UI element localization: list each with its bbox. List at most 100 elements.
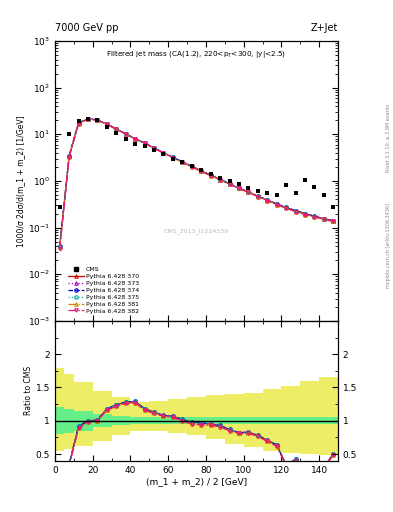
Legend: CMS, Pythia 6.428 370, Pythia 6.428 373, Pythia 6.428 374, Pythia 6.428 375, Pyt: CMS, Pythia 6.428 370, Pythia 6.428 373,…	[67, 265, 141, 315]
Line: Pythia 6.428 374: Pythia 6.428 374	[58, 117, 335, 248]
Pythia 6.428 370	[133, 136, 138, 142]
Pythia 6.428 370	[208, 172, 213, 178]
Pythia 6.428 382	[142, 140, 147, 146]
Pythia 6.428 382	[86, 116, 90, 122]
Pythia 6.428 375	[237, 185, 241, 191]
Pythia 6.428 382	[114, 126, 119, 132]
Pythia 6.428 381	[142, 140, 147, 146]
Pythia 6.428 373	[218, 177, 222, 183]
Pythia 6.428 381	[312, 214, 317, 220]
Line: Pythia 6.428 373: Pythia 6.428 373	[58, 117, 335, 248]
Pythia 6.428 373	[237, 185, 241, 191]
Pythia 6.428 373	[331, 218, 336, 224]
Pythia 6.428 381	[208, 173, 213, 179]
Pythia 6.428 382	[105, 121, 109, 127]
Pythia 6.428 374	[284, 204, 288, 210]
Pythia 6.428 373	[152, 145, 156, 151]
Pythia 6.428 381	[303, 211, 307, 218]
Pythia 6.428 382	[189, 164, 194, 170]
Pythia 6.428 382	[133, 136, 138, 142]
Pythia 6.428 375	[312, 213, 317, 219]
Pythia 6.428 382	[218, 177, 222, 183]
CMS	[265, 190, 270, 196]
Line: Pythia 6.428 382: Pythia 6.428 382	[58, 117, 335, 250]
Pythia 6.428 381	[95, 117, 100, 123]
Line: CMS: CMS	[57, 116, 336, 210]
Pythia 6.428 382	[227, 181, 232, 187]
Pythia 6.428 374	[189, 163, 194, 169]
Pythia 6.428 375	[105, 121, 109, 127]
Pythia 6.428 381	[180, 159, 185, 165]
Pythia 6.428 375	[321, 216, 326, 222]
Pythia 6.428 374	[303, 210, 307, 217]
Pythia 6.428 375	[255, 193, 260, 199]
Pythia 6.428 370	[321, 216, 326, 222]
CMS	[246, 185, 251, 191]
Pythia 6.428 374	[208, 172, 213, 178]
CMS	[237, 181, 241, 187]
Pythia 6.428 375	[152, 145, 156, 151]
Pythia 6.428 373	[161, 150, 166, 156]
Line: Pythia 6.428 370: Pythia 6.428 370	[58, 117, 335, 248]
CMS	[227, 178, 232, 184]
Pythia 6.428 375	[274, 201, 279, 207]
CMS	[312, 184, 317, 190]
Pythia 6.428 374	[123, 131, 128, 137]
CMS	[123, 136, 128, 142]
CMS	[284, 182, 288, 188]
Pythia 6.428 373	[284, 204, 288, 210]
Pythia 6.428 375	[171, 154, 175, 160]
Pythia 6.428 381	[105, 121, 109, 127]
Pythia 6.428 370	[303, 210, 307, 217]
Pythia 6.428 375	[180, 159, 185, 165]
Pythia 6.428 382	[95, 117, 100, 123]
Pythia 6.428 374	[265, 197, 270, 203]
Pythia 6.428 373	[86, 116, 90, 122]
Pythia 6.428 375	[331, 218, 336, 224]
Pythia 6.428 374	[274, 201, 279, 207]
Pythia 6.428 375	[133, 136, 138, 142]
Pythia 6.428 381	[152, 145, 156, 152]
CMS	[161, 152, 166, 158]
Pythia 6.428 374	[312, 213, 317, 219]
Pythia 6.428 373	[189, 163, 194, 169]
Pythia 6.428 382	[331, 219, 336, 225]
Pythia 6.428 370	[331, 218, 336, 224]
Pythia 6.428 381	[255, 194, 260, 200]
Pythia 6.428 381	[199, 168, 204, 175]
Pythia 6.428 374	[321, 216, 326, 222]
Pythia 6.428 375	[161, 150, 166, 156]
Pythia 6.428 382	[274, 202, 279, 208]
Pythia 6.428 373	[67, 153, 72, 159]
Pythia 6.428 381	[321, 216, 326, 222]
Pythia 6.428 373	[312, 213, 317, 219]
Pythia 6.428 370	[123, 131, 128, 137]
Pythia 6.428 375	[86, 116, 90, 122]
Pythia 6.428 370	[293, 207, 298, 214]
Pythia 6.428 375	[265, 197, 270, 203]
Pythia 6.428 375	[227, 181, 232, 187]
Pythia 6.428 373	[133, 136, 138, 142]
Pythia 6.428 382	[237, 185, 241, 191]
Pythia 6.428 382	[67, 154, 72, 160]
Text: mcplots.cern.ch [arXiv:1306.3436]: mcplots.cern.ch [arXiv:1306.3436]	[386, 203, 391, 288]
Pythia 6.428 373	[95, 117, 100, 123]
Y-axis label: 1000/σ 2dσ/d(m_1 + m_2) [1/GeV]: 1000/σ 2dσ/d(m_1 + m_2) [1/GeV]	[16, 115, 25, 247]
Pythia 6.428 381	[171, 155, 175, 161]
Pythia 6.428 375	[123, 131, 128, 137]
Pythia 6.428 373	[123, 131, 128, 137]
Pythia 6.428 374	[199, 168, 204, 174]
Pythia 6.428 381	[293, 208, 298, 215]
Pythia 6.428 382	[293, 208, 298, 215]
Pythia 6.428 373	[265, 197, 270, 203]
Pythia 6.428 374	[105, 121, 109, 127]
CMS	[76, 118, 81, 124]
Pythia 6.428 374	[255, 193, 260, 199]
Pythia 6.428 373	[105, 121, 109, 127]
Pythia 6.428 370	[114, 126, 119, 132]
Pythia 6.428 373	[293, 207, 298, 214]
Pythia 6.428 382	[312, 214, 317, 220]
Pythia 6.428 382	[284, 205, 288, 211]
Pythia 6.428 370	[237, 185, 241, 191]
Pythia 6.428 373	[180, 159, 185, 165]
